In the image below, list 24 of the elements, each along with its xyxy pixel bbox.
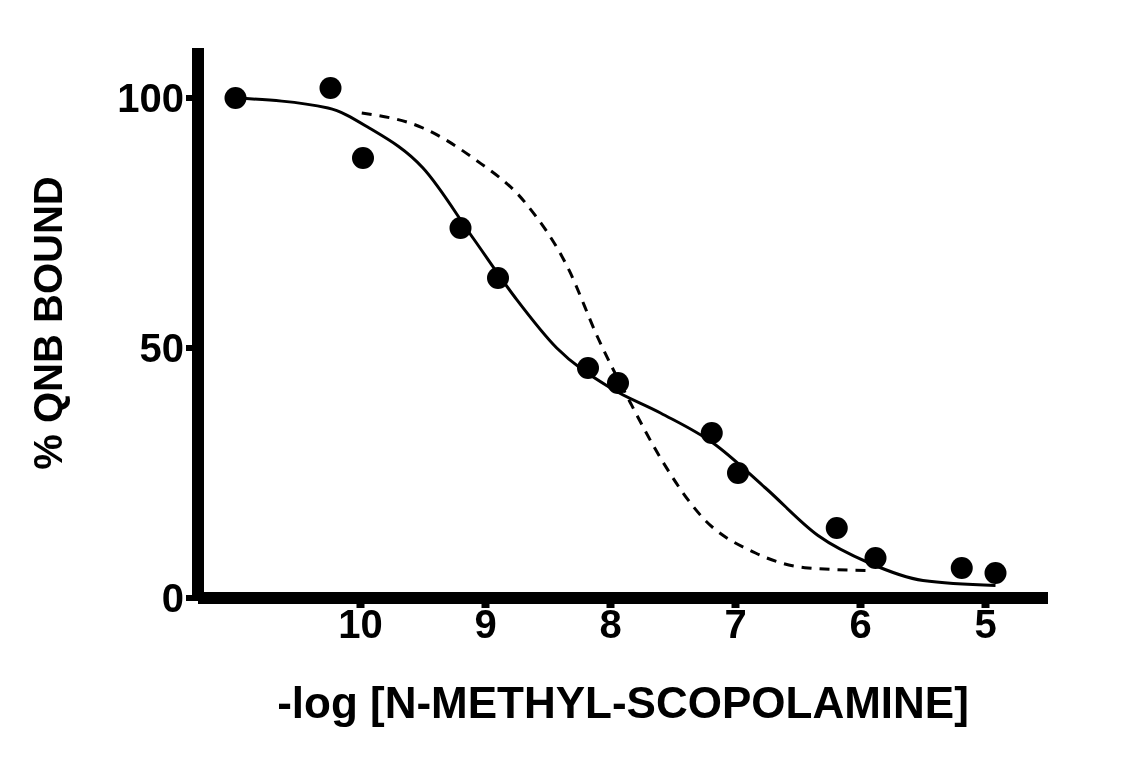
point	[950, 557, 973, 579]
x-tick-label: 5	[974, 602, 997, 647]
point	[864, 547, 887, 569]
y-tick-label: 100	[117, 76, 184, 121]
point	[449, 217, 472, 239]
point	[984, 562, 1007, 584]
y-axis-title: % QNB BOUND	[26, 176, 71, 470]
x-tick-label: 9	[474, 602, 497, 647]
point	[825, 517, 848, 539]
y-tick-label: 50	[139, 326, 184, 371]
point	[319, 77, 342, 99]
point	[700, 422, 723, 444]
x-tick-label: 10	[338, 602, 383, 647]
point	[487, 267, 509, 289]
point	[224, 87, 247, 109]
point	[727, 462, 749, 484]
point	[352, 147, 374, 169]
point	[607, 372, 629, 394]
x-tick-label: 8	[599, 602, 622, 647]
point	[577, 357, 599, 379]
x-tick-label: 6	[849, 602, 872, 647]
x-tick-label: 7	[724, 602, 747, 647]
y-tick-label: 0	[161, 576, 184, 621]
x-axis-title: -log [N-METHYL-SCOPOLAMINE]	[277, 678, 969, 727]
